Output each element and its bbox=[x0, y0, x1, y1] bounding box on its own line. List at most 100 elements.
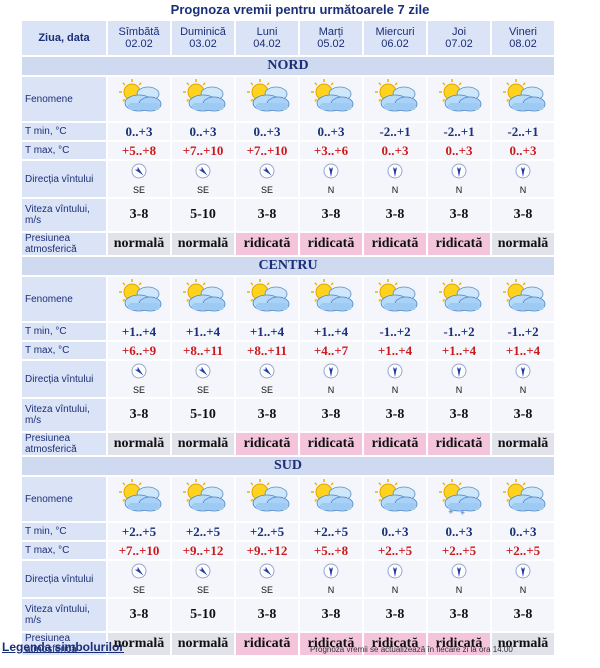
compass-arrow-icon bbox=[131, 363, 147, 384]
tmax-value: +1..+4 bbox=[428, 342, 490, 359]
day-header: Miercuri 06.02 bbox=[364, 21, 426, 55]
wind-speed-value: 5-10 bbox=[172, 199, 234, 231]
compass-arrow-icon bbox=[451, 363, 467, 384]
tmax-value: +5..+8 bbox=[108, 142, 170, 159]
tmax-value: +7..+10 bbox=[236, 142, 298, 159]
tmin-value: 0..+3 bbox=[108, 123, 170, 140]
row-label-tmax: T max, °C bbox=[22, 342, 106, 359]
tmin-row: T min, °C 0..+3 0..+3 0..+3 0..+3 -2..+1 -2..+… bbox=[22, 123, 554, 140]
phenomena-cell bbox=[300, 77, 362, 121]
wind-direction-label: N bbox=[391, 585, 399, 595]
wind-speed-value: 3-8 bbox=[364, 599, 426, 631]
phenomena-cell bbox=[300, 277, 362, 321]
day-name: Duminică bbox=[180, 26, 226, 38]
wind-direction-label: N bbox=[455, 585, 463, 595]
pressure-value: ridicată bbox=[236, 633, 298, 655]
row-label-direction: Direcția vîntului bbox=[22, 561, 106, 597]
tmax-value: +2..+5 bbox=[364, 542, 426, 559]
pressure-value: normală bbox=[172, 233, 234, 255]
wind-speed-value: 3-8 bbox=[364, 399, 426, 431]
header-row: Ziua, data Sîmbătă 02.02 Duminică 03.02 Lu… bbox=[22, 21, 554, 55]
row-label-pressure: Presiunea atmosferică bbox=[22, 633, 106, 655]
partly-cloudy-icon bbox=[114, 478, 164, 519]
wind-speed-value: 3-8 bbox=[364, 199, 426, 231]
phenomena-cell bbox=[364, 77, 426, 121]
tmax-value: +7..+10 bbox=[172, 142, 234, 159]
legend-link[interactable]: Legenda simbolurilor bbox=[2, 640, 125, 654]
wind-speed-value: 3-8 bbox=[108, 599, 170, 631]
day-name: Vineri bbox=[509, 26, 537, 38]
tmin-value: +2..+5 bbox=[300, 523, 362, 540]
pressure-value: normală bbox=[492, 433, 554, 455]
compass-arrow-icon bbox=[323, 163, 339, 184]
wind-direction-label: SE bbox=[132, 385, 145, 395]
pressure-value: ridicată bbox=[300, 233, 362, 255]
day-name: Marți bbox=[318, 26, 344, 38]
tmin-value: -2..+1 bbox=[428, 123, 490, 140]
pressure-value: normală bbox=[172, 433, 234, 455]
tmin-value: 0..+3 bbox=[300, 123, 362, 140]
phenomena-cell bbox=[364, 477, 426, 521]
day-date: 02.02 bbox=[125, 38, 153, 50]
wind-direction-row: Direcția vîntului SE SE SE N N N N bbox=[22, 361, 554, 397]
wind-direction-label: N bbox=[327, 385, 335, 395]
wind-direction-cell: N bbox=[300, 561, 362, 597]
wind-direction-cell: SE bbox=[108, 361, 170, 397]
partly-cloudy-icon bbox=[434, 78, 484, 119]
phenomena-row: Fenomene ✳ ✳ bbox=[22, 477, 554, 521]
tmax-value: +2..+5 bbox=[492, 542, 554, 559]
wind-direction-label: SE bbox=[196, 185, 209, 195]
svg-text:✳: ✳ bbox=[448, 508, 454, 515]
partly-cloudy-icon bbox=[242, 478, 292, 519]
pressure-value: ridicată bbox=[428, 633, 490, 655]
phenomena-row: Fenomene bbox=[22, 77, 554, 121]
region-header-row: NORD bbox=[22, 57, 554, 75]
phenomena-cell bbox=[172, 477, 234, 521]
partly-cloudy-icon bbox=[370, 278, 420, 319]
tmax-row: T max, °C +5..+8 +7..+10 +7..+10 +3..+6 0..+3… bbox=[22, 142, 554, 159]
pressure-row: Presiunea atmosferică normală normală ridic… bbox=[22, 433, 554, 455]
partly-cloudy-icon bbox=[434, 278, 484, 319]
wind-speed-value: 5-10 bbox=[172, 399, 234, 431]
tmin-value: +1..+4 bbox=[172, 323, 234, 340]
tmax-value: +9..+12 bbox=[236, 542, 298, 559]
tmax-value: +8..+11 bbox=[236, 342, 298, 359]
compass-arrow-icon bbox=[387, 563, 403, 584]
phenomena-cell: ✳ ✳ bbox=[428, 477, 490, 521]
day-date: 06.02 bbox=[381, 38, 409, 50]
tmax-value: +1..+4 bbox=[492, 342, 554, 359]
region-name: NORD bbox=[22, 57, 554, 75]
pressure-value: ridicată bbox=[364, 633, 426, 655]
tmax-value: 0..+3 bbox=[364, 142, 426, 159]
row-label-speed: Viteza vîntului, m/s bbox=[22, 599, 106, 631]
tmin-value: +1..+4 bbox=[236, 323, 298, 340]
wind-direction-cell: SE bbox=[172, 361, 234, 397]
pressure-value: normală bbox=[108, 233, 170, 255]
region-header-row: CENTRU bbox=[22, 257, 554, 275]
partly-cloudy-icon bbox=[498, 478, 548, 519]
row-label-tmax: T max, °C bbox=[22, 542, 106, 559]
row-label-tmax: T max, °C bbox=[22, 142, 106, 159]
compass-arrow-icon bbox=[387, 163, 403, 184]
day-header: Duminică 03.02 bbox=[172, 21, 234, 55]
phenomena-cell bbox=[428, 277, 490, 321]
phenomena-cell bbox=[364, 277, 426, 321]
tmax-value: +2..+5 bbox=[428, 542, 490, 559]
row-label-tmin: T min, °C bbox=[22, 123, 106, 140]
partly-cloudy-icon bbox=[114, 278, 164, 319]
tmin-value: -1..+2 bbox=[428, 323, 490, 340]
header-first-cell: Ziua, data bbox=[22, 21, 106, 55]
wind-direction-label: SE bbox=[132, 185, 145, 195]
pressure-value: ridicată bbox=[300, 433, 362, 455]
row-label-direction: Direcția vîntului bbox=[22, 161, 106, 197]
wind-direction-cell: N bbox=[300, 361, 362, 397]
row-label-phenomena: Fenomene bbox=[22, 277, 106, 321]
row-label-phenomena: Fenomene bbox=[22, 477, 106, 521]
wind-direction-label: N bbox=[327, 185, 335, 195]
tmin-value: +2..+5 bbox=[108, 523, 170, 540]
wind-direction-cell: SE bbox=[236, 161, 298, 197]
row-label-pressure: Presiunea atmosferică bbox=[22, 233, 106, 255]
compass-arrow-icon bbox=[131, 563, 147, 584]
pressure-value: ridicată bbox=[364, 233, 426, 255]
wind-speed-value: 3-8 bbox=[492, 399, 554, 431]
